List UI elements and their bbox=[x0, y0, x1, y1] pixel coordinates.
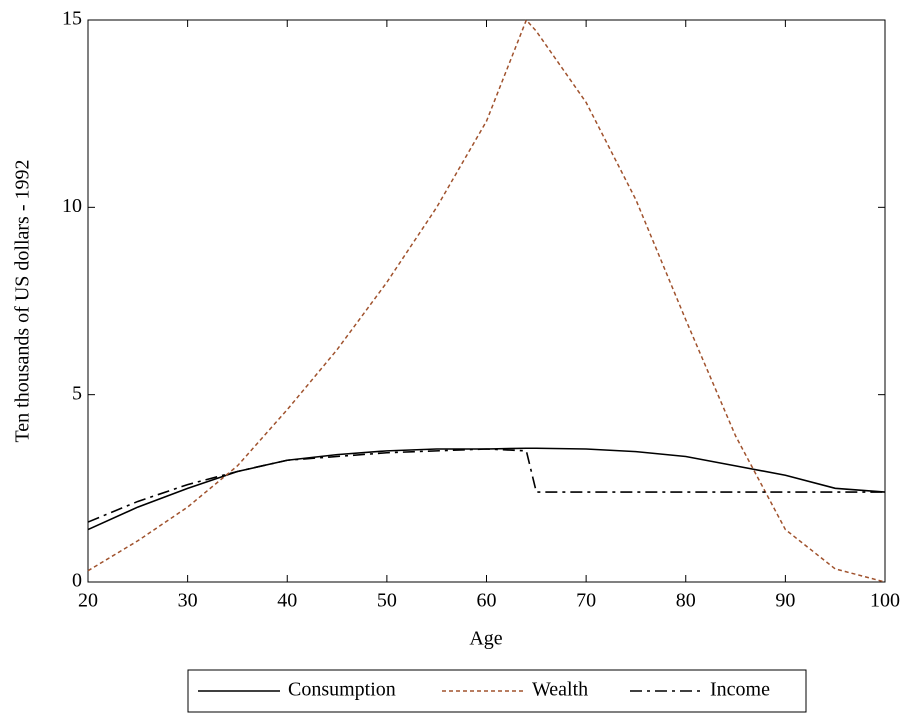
legend-label: Income bbox=[710, 679, 770, 701]
y-axis-label: Ten thousands of US dollars - 1992 bbox=[12, 159, 34, 442]
series-line bbox=[87, 18, 886, 583]
y-tick-label: 5 bbox=[72, 382, 82, 404]
x-tick-label: 40 bbox=[277, 590, 297, 612]
x-tick-label: 90 bbox=[775, 590, 795, 612]
x-tick-label: 100 bbox=[870, 590, 900, 612]
y-tick-label: 15 bbox=[62, 8, 82, 30]
x-tick-label: 20 bbox=[78, 590, 98, 612]
x-tick-label: 80 bbox=[676, 590, 696, 612]
x-tick-label: 30 bbox=[178, 590, 198, 612]
series-line bbox=[87, 448, 885, 523]
legend-box bbox=[187, 669, 807, 713]
y-tick-label: 10 bbox=[62, 195, 82, 217]
x-axis-label: Age bbox=[469, 628, 502, 650]
legend-label: Consumption bbox=[288, 679, 396, 701]
series-line bbox=[87, 447, 886, 531]
x-tick-label: 70 bbox=[576, 590, 596, 612]
y-tick-label: 0 bbox=[72, 570, 82, 592]
plot-frame bbox=[87, 19, 886, 583]
legend-label: Wealth bbox=[532, 679, 588, 701]
x-tick-label: 50 bbox=[377, 590, 397, 612]
x-tick-label: 60 bbox=[477, 590, 497, 612]
